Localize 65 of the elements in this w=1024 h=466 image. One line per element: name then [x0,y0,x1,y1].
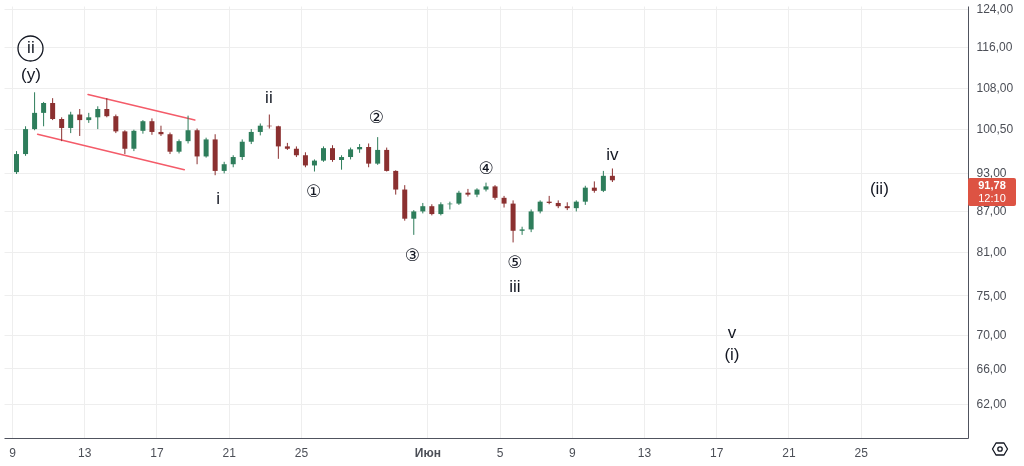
candlestick [501,195,507,208]
candlestick [131,129,137,152]
candlestick [41,101,47,127]
annotation: iii [509,277,521,296]
annotation: (ii) [869,179,889,198]
annotation: ① [306,182,322,201]
candlestick [411,209,417,236]
candlestick [104,97,110,118]
candlestick [32,91,38,131]
y-tick-label: 100,50 [976,122,1014,137]
annotation: i [216,189,220,208]
x-tick-label: 13 [78,445,92,460]
annotation: ii [265,88,273,107]
candlestick [528,208,534,233]
x-tick-label: 13 [637,445,652,460]
x-tick-label: 9 [568,445,576,460]
y-tick-label: 108,00 [976,81,1014,96]
candlestick [185,115,191,144]
y-tick-label: 75,00 [976,288,1007,303]
x-tick-label: 17 [150,445,164,460]
candlestick [366,142,372,168]
x-tick-label: 25 [854,445,869,460]
y-tick-label: 124,00 [976,2,1014,17]
candlestick [465,188,471,198]
candlestick [59,116,65,142]
annotation: ⑤ [507,253,523,272]
annotation: (i) [724,345,740,364]
y-tick-label: 70,00 [976,328,1007,343]
x-tick-label: 25 [294,445,309,460]
y-tick-label: 81,00 [976,245,1007,260]
candlestick [275,125,281,160]
candlestick [393,169,399,196]
candlestick [203,137,209,159]
x-tick-label: 21 [222,445,237,460]
candlestick [582,185,588,206]
annotation: ② [368,108,385,127]
x-tick-label: 17 [710,445,724,460]
candlestick [239,138,245,161]
candlestick [375,136,381,166]
candlestick [95,105,101,130]
annotation: ③ [404,246,420,265]
y-tick-label: 66,00 [976,361,1007,376]
candlestick [68,111,74,134]
x-tick-label: 21 [782,445,796,460]
annotation: iv [606,145,620,164]
candlestick [600,170,606,193]
candlestick [167,132,173,155]
x-tick-label: Июн [414,445,441,460]
y-tick-label: 87,00 [976,204,1007,219]
candlestick [50,97,56,121]
x-tick-label: 9 [9,445,17,460]
candlestick [122,129,128,155]
annotation: v [727,323,737,342]
y-tick-label: 116,00 [976,40,1013,55]
candlestick [113,114,119,134]
annotation: ④ [478,159,494,178]
candlestick [158,125,164,137]
price-tag: 91,78 12:10 [968,177,1016,206]
annotation: (y) [20,65,41,84]
candlestick [384,147,390,173]
candlestick [519,226,525,236]
candlestick [14,150,20,175]
annotation: ii [27,38,35,57]
y-tick-label: 62,00 [976,397,1007,412]
x-tick-label: 5 [496,445,504,460]
